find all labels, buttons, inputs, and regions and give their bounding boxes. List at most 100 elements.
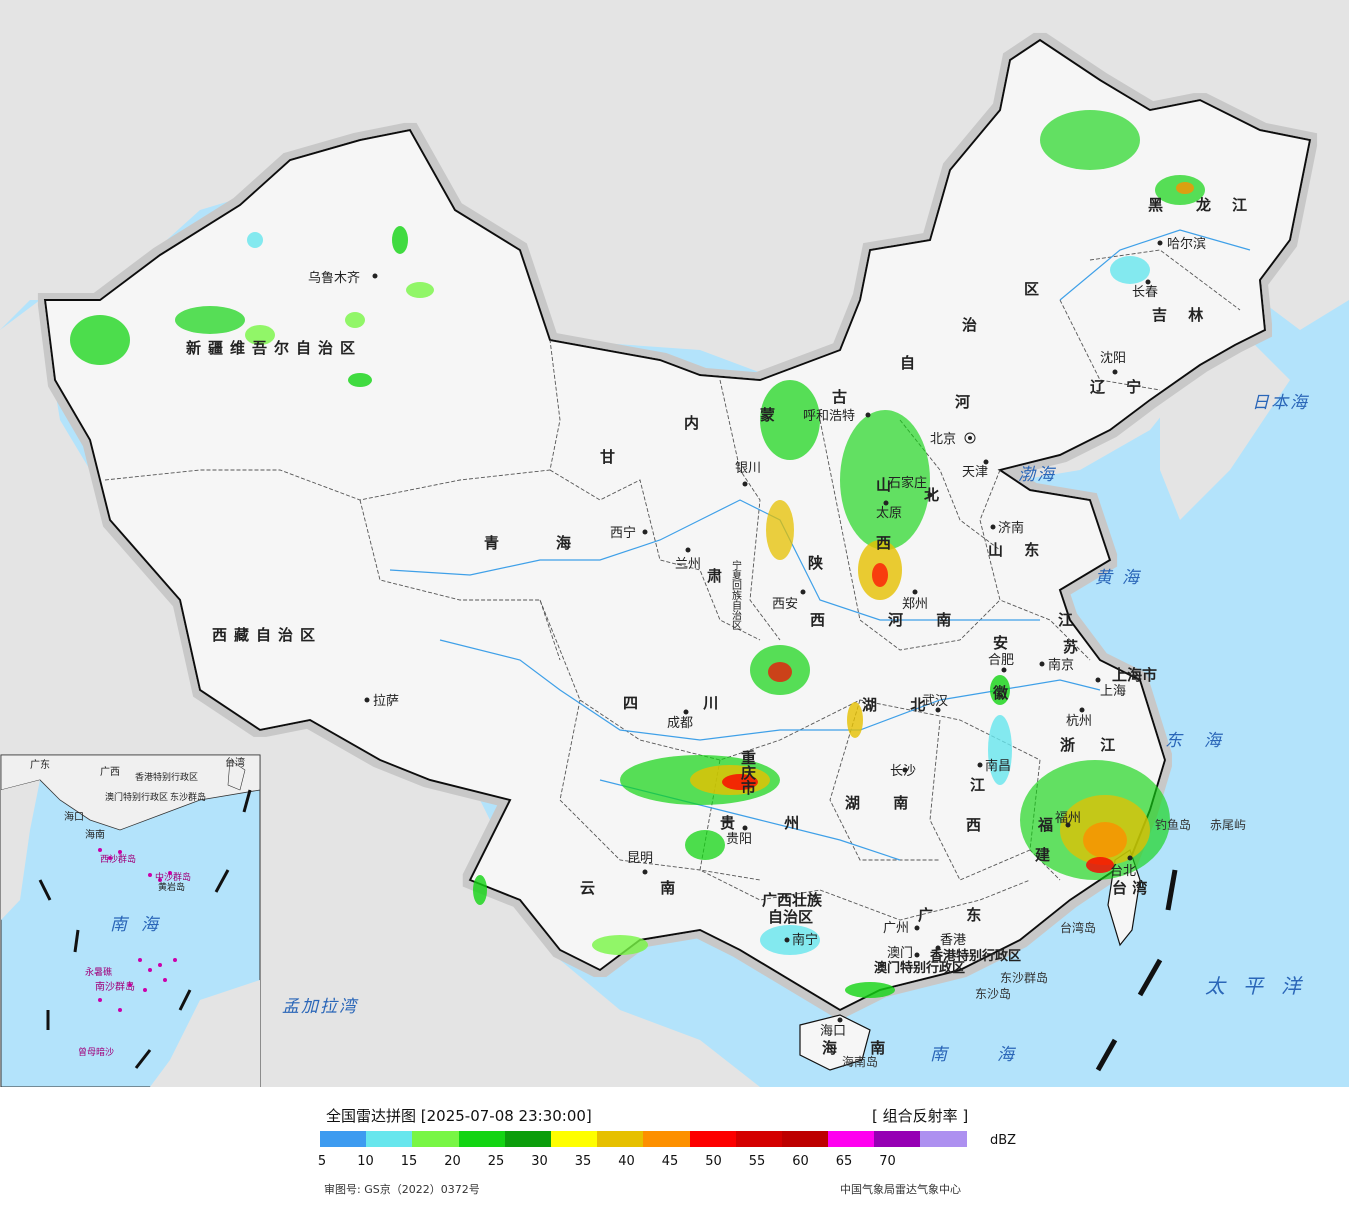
label-heilongjiang-2: 龙 bbox=[1195, 196, 1211, 214]
scale-tick-label: 30 bbox=[531, 1154, 548, 1169]
inset-label-yongshu: 永暑礁 bbox=[85, 966, 112, 978]
inset-label-dongsha: 东沙群岛 bbox=[170, 791, 206, 803]
source-credit: 中国气象局雷达气象中心 bbox=[840, 1183, 961, 1196]
legend-product: [ 组合反射率 ] bbox=[872, 1107, 969, 1125]
scale-tick-label: 35 bbox=[574, 1154, 592, 1169]
scale-tick-label: 25 bbox=[487, 1154, 505, 1169]
svg-text:太原: 太原 bbox=[876, 506, 902, 521]
label-jiangxi-2: 西 bbox=[966, 816, 981, 834]
svg-text:兰州: 兰州 bbox=[675, 557, 701, 572]
inset-map: 广东 广西 台湾 香港特别行政区 澳门特别行政区 海口 海南 东沙群岛 西沙群岛… bbox=[0, 754, 261, 1087]
scale-swatch bbox=[735, 1131, 782, 1147]
city-changsha: 长沙 bbox=[890, 764, 916, 779]
label-neimenggu-2: 蒙 bbox=[760, 406, 775, 424]
label-shaanxi-1: 陕 bbox=[808, 554, 823, 572]
scale-tick-label: 5 bbox=[317, 1154, 327, 1169]
label-qinghai-2: 海 bbox=[556, 534, 571, 552]
inset-label-hainan: 海南 bbox=[85, 828, 105, 841]
scale-tick-label: 40 bbox=[618, 1154, 635, 1169]
svg-text:武汉: 武汉 bbox=[922, 694, 948, 709]
label-neimenggu-4: 自 bbox=[900, 354, 915, 372]
scale-swatch bbox=[597, 1131, 644, 1147]
boundary-dashes bbox=[1095, 869, 1178, 1072]
label-macau: 澳门特别行政区 bbox=[874, 960, 965, 976]
svg-text:北京: 北京 bbox=[930, 432, 956, 447]
city-chengdu: 成都 bbox=[667, 709, 693, 731]
city-hongkong: 香港 bbox=[935, 933, 966, 951]
scale-swatch bbox=[550, 1131, 598, 1147]
city-fuzhou: 福州 bbox=[1055, 811, 1081, 828]
scale-swatch bbox=[874, 1131, 921, 1147]
scale-swatch bbox=[412, 1131, 459, 1147]
label-jiangsu-2: 苏 bbox=[1063, 638, 1078, 656]
inset-sea-south: 南海 bbox=[110, 915, 172, 935]
legend-title: 全国雷达拼图 [2025-07-08 23:30:00] bbox=[326, 1107, 592, 1125]
svg-text:郑州: 郑州 bbox=[902, 597, 928, 612]
sea-japan: 日本海 bbox=[1252, 393, 1310, 413]
province-labels: 新疆维吾尔自治区 西藏自治区 青 海 甘 肃 内 蒙 古 自 治 区 黑 龙 江… bbox=[186, 196, 1247, 1057]
label-fujian-2: 建 bbox=[1035, 846, 1051, 864]
sea-bengal: 孟加拉湾 bbox=[282, 997, 359, 1017]
label-liaoning: 辽 宁 bbox=[1090, 378, 1149, 396]
label-neimenggu-3: 古 bbox=[832, 388, 847, 406]
label-anhui-1: 安 bbox=[993, 634, 1008, 652]
city-zhengzhou: 郑州 bbox=[902, 589, 928, 612]
sea-labels: 日本海 渤海 黄海 东海 太平洋 南海 孟加拉湾 bbox=[282, 393, 1319, 1065]
city-nanning: 南宁 bbox=[784, 932, 818, 948]
svg-text:呼和浩特: 呼和浩特 bbox=[803, 409, 855, 424]
city-harbin: 哈尔滨 bbox=[1157, 236, 1206, 252]
inset-label-haikou: 海口 bbox=[64, 810, 84, 823]
city-guangzhou: 广州 bbox=[883, 921, 920, 936]
svg-text:南宁: 南宁 bbox=[792, 932, 818, 948]
scale-tick-label: 45 bbox=[661, 1154, 679, 1169]
label-chongqing: 重庆市 bbox=[739, 749, 757, 796]
label-guizhou: 贵 州 bbox=[720, 814, 821, 832]
city-haikou: 海口 bbox=[820, 1017, 846, 1039]
inset-label-zhongsha: 中沙群岛 bbox=[155, 871, 191, 883]
svg-text:哈尔滨: 哈尔滨 bbox=[1167, 236, 1206, 252]
radar-map[interactable]: 新疆维吾尔自治区 西藏自治区 青 海 甘 肃 内 蒙 古 自 治 区 黑 龙 江… bbox=[0, 0, 1349, 1087]
city-taibei: 台北 bbox=[1110, 855, 1136, 879]
label-taiwan-1: 台 湾 bbox=[1112, 879, 1147, 897]
svg-text:济南: 济南 bbox=[998, 520, 1024, 536]
sea-east: 东海 bbox=[1165, 731, 1243, 751]
label-zhejiang: 浙 江 bbox=[1060, 736, 1125, 754]
label-shanxi-1: 山 bbox=[876, 476, 891, 494]
city-hefei: 合肥 bbox=[988, 653, 1014, 673]
svg-text:香港: 香港 bbox=[940, 933, 966, 948]
inset-label-nansha: 南沙群岛 bbox=[95, 980, 135, 993]
svg-text:天津: 天津 bbox=[962, 465, 988, 480]
svg-text:南昌: 南昌 bbox=[985, 758, 1011, 774]
island-taiwan: 台湾岛 bbox=[1060, 920, 1096, 935]
scale-swatch bbox=[504, 1131, 551, 1147]
svg-text:乌鲁木齐: 乌鲁木齐 bbox=[308, 270, 360, 286]
scale-swatch bbox=[366, 1131, 413, 1147]
city-macao: 澳门 bbox=[887, 945, 920, 961]
scale-tick-label: 65 bbox=[835, 1154, 853, 1169]
city-hangzhou: 杭州 bbox=[1066, 707, 1092, 729]
label-sichuan: 四 川 bbox=[623, 694, 748, 712]
scale-swatch bbox=[920, 1131, 967, 1147]
label-jilin: 吉 林 bbox=[1152, 306, 1211, 324]
city-shijiazhuang: 石家庄 bbox=[888, 475, 933, 498]
label-shandong: 山 东 bbox=[988, 541, 1047, 559]
svg-text:长沙: 长沙 bbox=[890, 764, 916, 779]
color-scale bbox=[320, 1131, 967, 1147]
map-canvas[interactable]: 新疆维吾尔自治区 西藏自治区 青 海 甘 肃 内 蒙 古 自 治 区 黑 龙 江… bbox=[0, 0, 1349, 1087]
city-guiyang: 贵阳 bbox=[726, 825, 752, 847]
label-hubei: 湖 北 bbox=[862, 696, 939, 714]
scale-swatch bbox=[828, 1131, 875, 1147]
label-hk: 香港特别行政区 bbox=[929, 948, 1021, 964]
svg-text:成都: 成都 bbox=[667, 716, 693, 731]
inset-label-xisha: 西沙群岛 bbox=[100, 853, 136, 865]
svg-text:沈阳: 沈阳 bbox=[1100, 351, 1126, 366]
svg-text:银川: 银川 bbox=[735, 461, 761, 476]
sea-yellow: 黄海 bbox=[1095, 568, 1149, 588]
sea-pacific: 太平洋 bbox=[1205, 974, 1319, 998]
legend-panel: 全国雷达拼图 [2025-07-08 23:30:00] [ 组合反射率 ] d… bbox=[0, 1088, 1349, 1208]
city-xining: 西宁 bbox=[610, 525, 648, 541]
label-jiangxi-1: 江 bbox=[970, 776, 985, 794]
inset-label-macau: 澳门特别行政区 bbox=[105, 791, 168, 803]
label-hebei-1: 河 bbox=[955, 393, 970, 411]
label-shanghai: 上海市 bbox=[1112, 666, 1157, 684]
